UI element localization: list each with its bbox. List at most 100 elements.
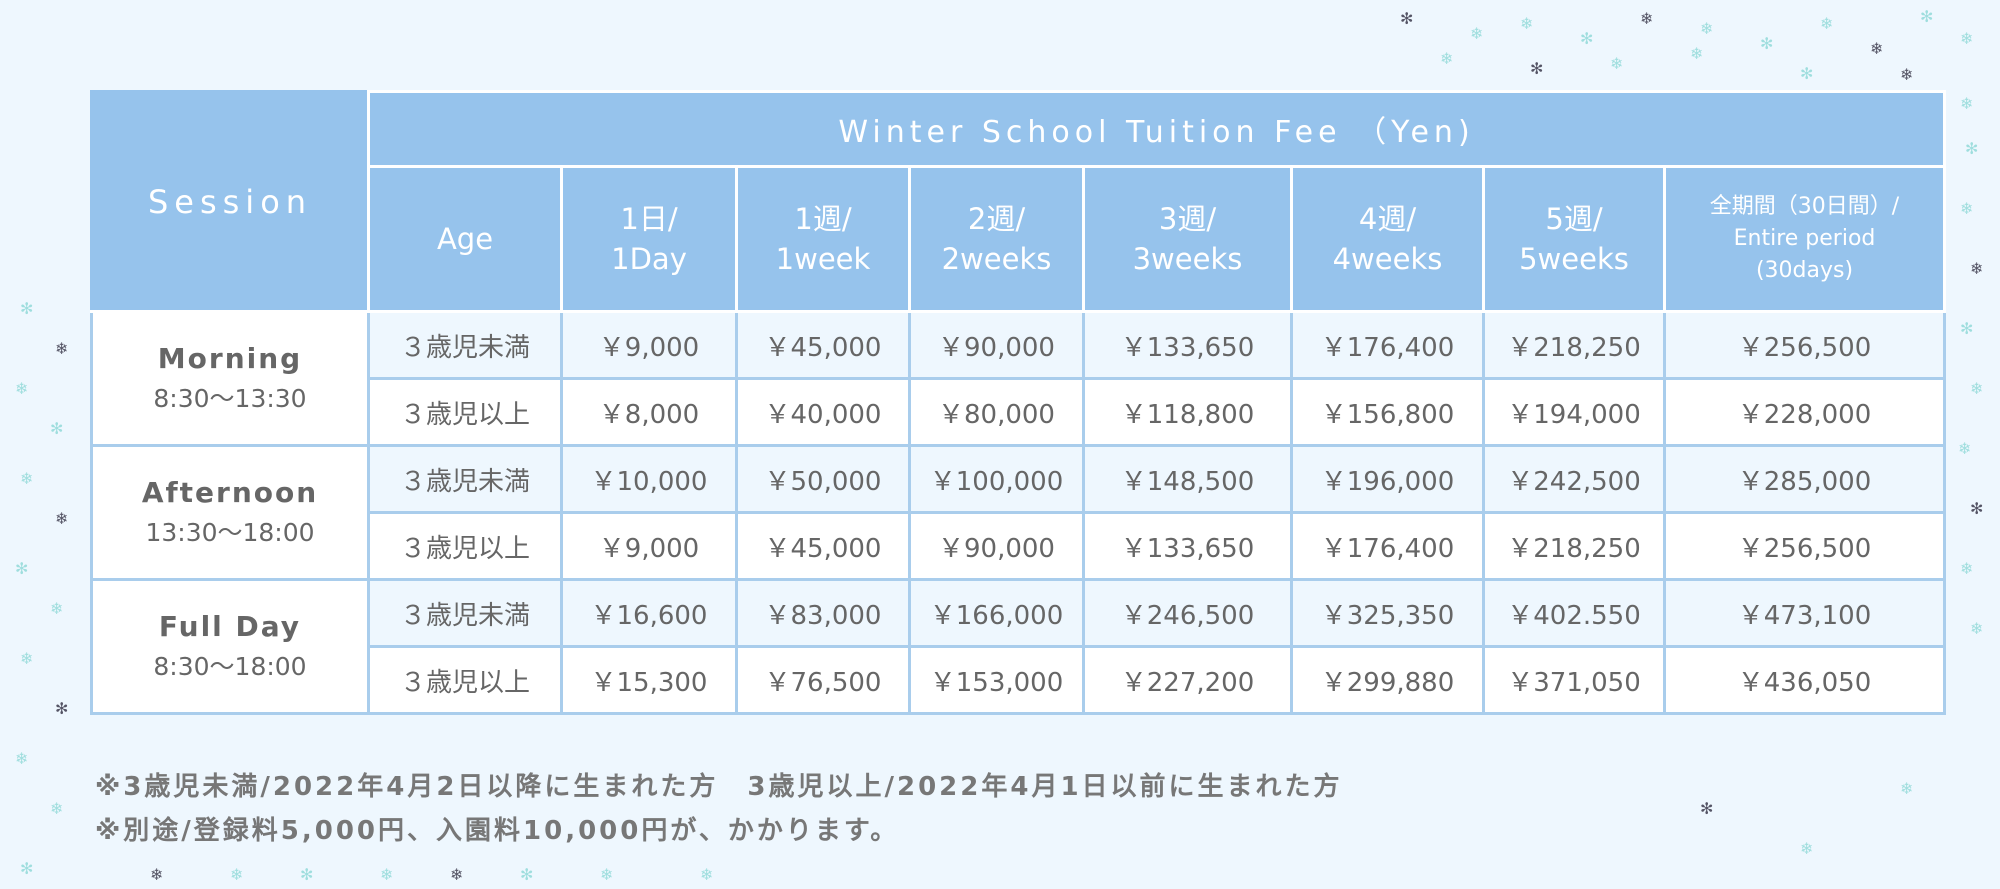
session-cell: Full Day 8:30〜18:00 [90,578,370,715]
snowflake-icon: ❄ [1900,779,1914,798]
fee-cell: ￥100,000 [908,444,1085,514]
fee-cell: ￥133,650 [1082,511,1293,581]
fee-cell: ￥228,000 [1662,377,1947,447]
fee-cell: ￥194,000 [1482,377,1666,447]
session-name: Morning [157,341,303,375]
column-header-line: Entire period [1733,226,1876,251]
column-header-line: 1week [775,242,871,276]
snowflake-icon: ✻ [15,559,29,578]
notes: ※3歳児未満/2022年4月2日以降に生まれた方 3歳児以上/2022年4月1日… [95,765,1343,853]
snowflake-icon: ❄ [450,865,464,884]
session-cell: Morning 8:30〜13:30 [90,310,370,447]
snowflake-icon: ❄ [1520,14,1534,33]
snowflake-icon: ❄ [15,379,29,398]
snowflake-icon: ✻ [50,419,64,438]
snowflake-icon: ✻ [20,299,34,318]
snowflake-icon: ❄ [150,865,164,884]
snowflake-icon: ❄ [15,749,29,768]
fee-cell: ￥90,000 [908,511,1085,581]
column-header: 1日/1Day [560,165,738,313]
snowflake-icon: ❄ [1900,65,1914,84]
fee-cell: ￥8,000 [560,377,738,447]
fee-cell: ￥9,000 [560,511,738,581]
snowflake-icon: ❄ [1470,24,1484,43]
fee-cell: ￥90,000 [908,310,1085,380]
age-cell: ３歳児未満 [367,310,563,380]
session-time: 8:30〜18:00 [153,651,307,681]
fee-cell: ￥76,500 [735,645,911,715]
session-name: Full Day [158,609,302,643]
fee-cell: ￥133,650 [1082,310,1293,380]
column-header-line: 4weeks [1332,242,1443,276]
session-name: Afternoon [141,475,319,509]
fee-cell: ￥16,600 [560,578,738,648]
age-cell: ３歳児未満 [367,444,563,514]
age-cell: ３歳児以上 [367,511,563,581]
fee-cell: ￥10,000 [560,444,738,514]
snowflake-icon: ✻ [55,699,69,718]
fee-cell: ￥15,300 [560,645,738,715]
snowflake-icon: ✻ [1960,319,1974,338]
fee-cell: ￥196,000 [1290,444,1485,514]
fee-cell: ￥218,250 [1482,511,1666,581]
snowflake-icon: ❄ [230,865,244,884]
fee-cell: ￥148,500 [1082,444,1293,514]
snowflake-icon: ❄ [1690,44,1704,63]
table-row: ３歳児以上 ￥15,300 ￥76,500 ￥153,000 ￥227,200 ￥299,… [92,645,1947,715]
snowflake-icon: ❄ [600,865,614,884]
fee-cell: ￥285,000 [1662,444,1947,514]
snowflake-icon: ❄ [1870,39,1884,58]
note-fees: ※別途/登録料5,000円、入園料10,000円が、かかります。 [95,816,900,846]
column-header-line: 3weeks [1132,242,1243,276]
snowflake-icon: ✻ [1970,499,1984,518]
column-header-line: 全期間（30日間）/ [1709,194,1900,219]
fee-cell: ￥156,800 [1290,377,1485,447]
snowflake-icon: ❄ [1640,9,1654,28]
age-cell: ３歳児未満 [367,578,563,648]
snowflake-icon: ❄ [55,339,69,358]
note-age-definition: ※3歳児未満/2022年4月2日以降に生まれた方 3歳児以上/2022年4月1日… [95,772,1343,802]
snowflake-icon: ✻ [1920,7,1934,26]
snowflake-icon: ❄ [20,649,34,668]
fee-cell: ￥83,000 [735,578,911,648]
column-header-line: 5週/ [1545,202,1603,236]
snowflake-icon: ✻ [300,865,314,884]
table-title: Winter School Tuition Fee （Yen) [366,90,1947,168]
fee-cell: ￥473,100 [1662,578,1947,648]
snowflake-icon: ❄ [1970,619,1984,638]
snowflake-icon: ❄ [1800,839,1814,858]
column-header-line: 2weeks [941,242,1052,276]
age-header: Age [367,165,563,313]
snowflake-icon: ❄ [50,799,64,818]
fee-cell: ￥218,250 [1482,310,1666,380]
session-time: 13:30〜18:00 [145,517,315,547]
fee-cell: ￥118,800 [1082,377,1293,447]
snowflake-icon: ❄ [1960,94,1974,113]
fee-cell: ￥242,500 [1482,444,1666,514]
column-header-line: 2週/ [967,202,1026,236]
column-header-line: (30days) [1755,258,1854,283]
snowflake-icon: ✻ [1580,29,1594,48]
fee-cell: ￥256,500 [1662,310,1947,380]
snowflake-icon: ✻ [1800,64,1814,83]
column-header: 4週/4weeks [1290,165,1485,313]
fee-cell: ￥45,000 [735,511,911,581]
snowflake-icon: ❄ [1958,439,1972,458]
fee-cell: ￥166,000 [908,578,1085,648]
snowflake-icon: ✻ [1400,9,1414,28]
column-header-line: 4週/ [1358,202,1417,236]
snowflake-icon: ❄ [1820,14,1834,33]
snowflake-icon: ❄ [50,599,64,618]
fee-cell: ￥256,500 [1662,511,1947,581]
snowflake-icon: ✻ [1760,34,1774,53]
snowflake-icon: ✻ [20,859,34,878]
column-header: 2週/2weeks [908,165,1085,313]
column-header-line: 5weeks [1519,242,1629,276]
fee-cell: ￥436,050 [1662,645,1947,715]
snowflake-icon: ✻ [520,865,534,884]
fee-cell: ￥246,500 [1082,578,1293,648]
snowflake-icon: ❄ [1610,54,1624,73]
column-header-line: 3週/ [1158,202,1217,236]
snowflake-icon: ❄ [20,469,34,488]
column-header: 5週/5weeks [1482,165,1666,313]
